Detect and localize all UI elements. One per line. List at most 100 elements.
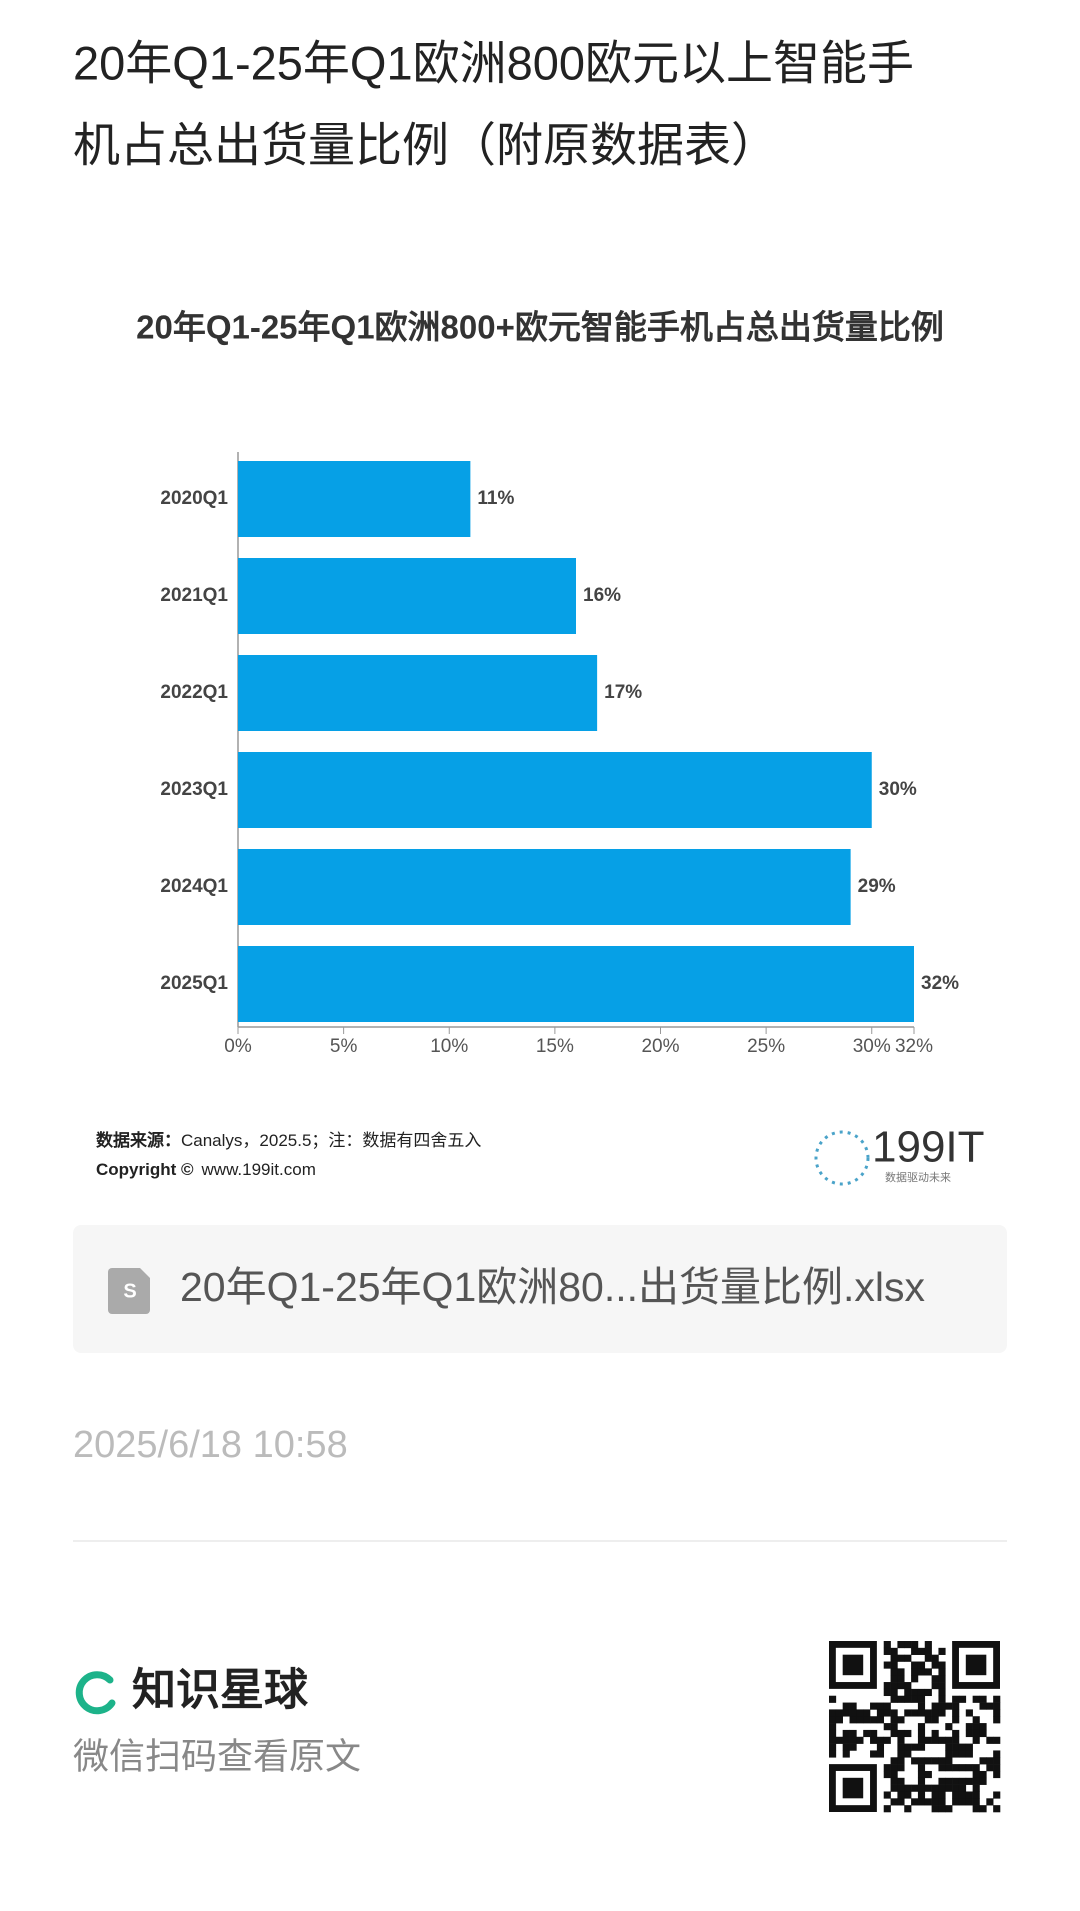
qr-module (952, 1702, 960, 1710)
qr-module (938, 1784, 946, 1792)
qr-module (911, 1668, 919, 1676)
qr-module (993, 1695, 1001, 1703)
qr-module (965, 1709, 973, 1717)
qr-module (993, 1805, 1001, 1813)
qr-module (938, 1682, 946, 1690)
qr-module (849, 1736, 857, 1744)
qr-module (842, 1709, 850, 1717)
data-label: 16% (583, 585, 621, 606)
qr-module (890, 1716, 898, 1724)
qr-module (911, 1641, 919, 1649)
qr-module (931, 1805, 939, 1813)
qr-module (904, 1682, 912, 1690)
y-tick-label: 2025Q1 (160, 973, 228, 994)
qr-module (917, 1784, 926, 1792)
qr-module (938, 1709, 946, 1717)
qr-module (972, 1723, 980, 1731)
qr-module (904, 1784, 912, 1792)
bar (238, 849, 851, 925)
qr-module (931, 1654, 939, 1662)
qr-module (958, 1750, 967, 1758)
attachment-card[interactable] (73, 1225, 1007, 1353)
qr-module (917, 1695, 926, 1703)
qr-module (924, 1641, 932, 1649)
qr-module (863, 1729, 871, 1738)
brand: 知识星球 (132, 1666, 309, 1715)
qr-module (979, 1777, 987, 1785)
qr-module (945, 1764, 953, 1772)
qr-module (938, 1668, 946, 1676)
qr-module (917, 1757, 926, 1765)
x-tick-label: 10% (430, 1036, 468, 1057)
qr-module (883, 1641, 891, 1649)
qr-module (952, 1729, 960, 1738)
qr-module (931, 1709, 939, 1717)
qr-module (904, 1743, 912, 1751)
qr-module (911, 1784, 919, 1792)
qr-module (890, 1661, 898, 1669)
qr-module (938, 1805, 946, 1813)
qr-module (972, 1736, 980, 1744)
qr-module (897, 1791, 905, 1799)
qr-module (876, 1716, 885, 1724)
qr-module (876, 1702, 885, 1710)
qr-module (993, 1736, 1001, 1744)
qr-module (911, 1757, 919, 1765)
qr-module (883, 1764, 891, 1772)
qr-module (917, 1661, 926, 1669)
qr-module (897, 1798, 905, 1806)
qr-module (829, 1750, 837, 1758)
qr-module (829, 1723, 837, 1731)
qr-module (856, 1709, 864, 1717)
qr-module (952, 1798, 960, 1806)
qr-module (952, 1764, 960, 1772)
chart-title: 20年Q1-25年Q1欧洲800+欧元智能手机占总出货量比例 (136, 309, 944, 346)
qr-module (883, 1709, 891, 1717)
qr-module (842, 1743, 850, 1751)
qr-module (965, 1798, 973, 1806)
qr-module (911, 1743, 919, 1751)
bar (238, 655, 598, 731)
qr-module (897, 1716, 905, 1724)
qr-module (993, 1757, 1001, 1765)
qr-module (890, 1688, 898, 1697)
qr-module (945, 1702, 953, 1710)
timestamp: 2025/6/18 10:58 (73, 1424, 348, 1466)
qr-module (945, 1805, 953, 1813)
y-tick-label: 2024Q1 (160, 876, 228, 897)
qr-module (952, 1709, 960, 1717)
qr-module (883, 1688, 891, 1697)
qr-module (979, 1723, 987, 1731)
qr-module (883, 1723, 891, 1731)
qr-module (863, 1716, 871, 1724)
qr-module (993, 1750, 1001, 1758)
qr-module (931, 1784, 939, 1792)
qr-module (849, 1702, 857, 1710)
source: Canalys，2025.5；注：数据有四舍五入 (181, 1131, 481, 1150)
qr-module (890, 1729, 898, 1738)
x-tick-label: 5% (330, 1036, 358, 1057)
qr-module (890, 1777, 898, 1785)
qr-module (931, 1798, 939, 1806)
qr-module (890, 1784, 898, 1792)
qr-module (890, 1709, 898, 1717)
qr-module (849, 1716, 857, 1724)
source-label: 数据来源： (96, 1130, 181, 1150)
attachment-name[interactable]: 20年Q1-25年Q1欧洲80...出货量比例.xlsx (180, 1264, 926, 1310)
qr-module (945, 1736, 953, 1744)
file-icon (108, 1268, 150, 1314)
qr-module (883, 1736, 891, 1744)
qr-module (993, 1791, 1001, 1799)
qr-module (938, 1798, 946, 1806)
qr-module (972, 1791, 980, 1799)
bar (238, 752, 872, 828)
qr-module (917, 1743, 926, 1751)
qr-module (890, 1764, 898, 1772)
qr-module (876, 1743, 885, 1751)
y-tick-label: 2022Q1 (160, 682, 228, 703)
qr-module (952, 1695, 960, 1703)
qr-module (829, 1743, 837, 1751)
data-label: 30% (879, 779, 917, 800)
qr-module (945, 1723, 953, 1731)
